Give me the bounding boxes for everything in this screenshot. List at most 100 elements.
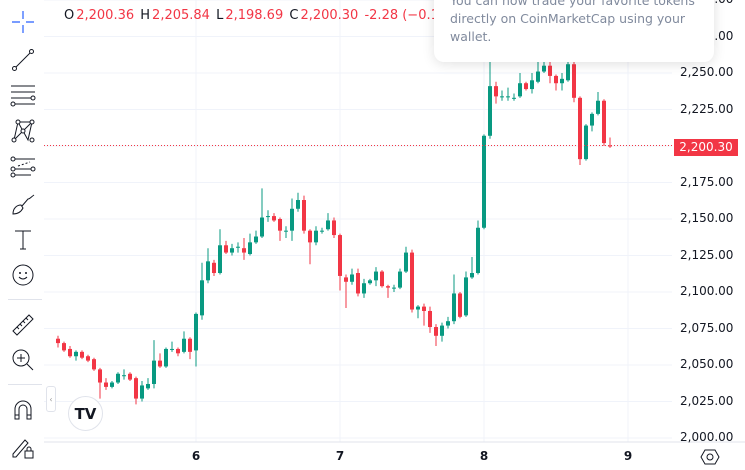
candle <box>404 246 408 274</box>
candle <box>98 367 102 399</box>
trend-line-icon[interactable] <box>10 47 36 73</box>
candle-body <box>500 96 504 98</box>
candle <box>536 61 540 84</box>
text-icon[interactable] <box>10 227 36 253</box>
candle-body <box>452 293 456 322</box>
tradingview-logo[interactable]: TV <box>68 396 103 431</box>
candle-body <box>152 360 156 384</box>
emoji-icon[interactable] <box>10 262 36 288</box>
candle <box>608 137 612 148</box>
candle <box>272 213 276 222</box>
candle-body <box>200 280 204 316</box>
candle-body <box>188 338 192 352</box>
candle <box>368 278 372 285</box>
candle <box>56 335 60 348</box>
candle-body <box>344 277 348 282</box>
candle <box>380 270 384 288</box>
toolbar-divider <box>8 299 42 300</box>
candle <box>332 217 336 238</box>
horizontal-lines-icon[interactable] <box>10 83 36 109</box>
candle-body <box>458 293 462 317</box>
price-tick-label: 2,250.00 <box>680 65 734 79</box>
candle-body <box>572 64 576 98</box>
candle-body <box>182 338 186 352</box>
candle <box>446 316 450 329</box>
candle-body <box>608 145 612 147</box>
candle-body <box>86 356 90 361</box>
candle <box>518 73 522 98</box>
candle-body <box>506 96 510 98</box>
magnet-icon[interactable] <box>10 397 36 423</box>
candle-body <box>320 230 324 232</box>
candle <box>152 340 156 389</box>
collapse-toolbar-button[interactable]: ‹ <box>46 386 56 412</box>
candle <box>494 81 498 104</box>
candle <box>410 249 414 313</box>
candle <box>80 350 84 360</box>
candle <box>302 195 306 234</box>
candle <box>530 73 534 94</box>
settings-icon[interactable] <box>700 447 720 467</box>
candle <box>266 210 270 222</box>
candle-body <box>248 242 252 255</box>
price-tick-label: 2,025.00 <box>680 393 734 408</box>
candle <box>182 331 186 354</box>
candle-body <box>326 220 330 230</box>
candle <box>116 372 120 384</box>
candle <box>542 61 546 73</box>
candle <box>200 262 204 320</box>
zoom-in-icon[interactable] <box>10 347 36 373</box>
price-tick-label: 2,125.00 <box>680 247 734 262</box>
candle <box>578 96 582 165</box>
grid <box>44 0 672 442</box>
candle <box>596 91 600 116</box>
candle-body <box>374 271 378 281</box>
candle <box>170 341 174 352</box>
notification-toast: You can now trade your favorite tokens d… <box>434 0 714 62</box>
open-label: O <box>64 8 75 23</box>
high-value: 2,205.84 <box>152 8 210 23</box>
candle-body <box>422 306 426 311</box>
candle-body <box>548 65 552 76</box>
candle-body <box>416 306 420 310</box>
candle <box>470 256 474 279</box>
candle <box>212 259 216 276</box>
candle <box>422 303 426 326</box>
price-tick-label: 2,075.00 <box>680 320 734 335</box>
candle-body <box>482 135 486 228</box>
candle <box>146 378 150 390</box>
candle <box>356 268 360 297</box>
fib-retracement-icon[interactable] <box>10 156 36 182</box>
time-tick-label: 9 <box>623 449 633 463</box>
candle <box>554 74 558 91</box>
toast-text: wallet. <box>450 29 492 44</box>
candle <box>188 337 192 360</box>
xabcd-pattern-icon[interactable] <box>10 118 36 144</box>
candle <box>284 226 288 238</box>
candle-body <box>542 65 546 72</box>
candle <box>110 381 114 389</box>
candle-body <box>170 348 174 350</box>
candle-body <box>278 219 282 231</box>
last-price-label: 2,200.30 <box>674 139 738 156</box>
candle-body <box>512 97 516 99</box>
candle-body <box>596 100 600 114</box>
lock-drawings-icon[interactable] <box>10 434 36 460</box>
candle <box>122 369 126 380</box>
candle-body <box>110 382 114 387</box>
crosshair-icon[interactable] <box>10 9 36 35</box>
price-tick-label: 2,000.00 <box>680 430 734 444</box>
ruler-icon[interactable] <box>10 312 36 338</box>
candle-body <box>350 274 354 282</box>
candle <box>314 226 318 246</box>
candle-body <box>584 125 588 160</box>
candle-body <box>146 383 150 389</box>
candle-body <box>410 252 414 310</box>
candle-body <box>554 75 558 84</box>
brush-icon[interactable] <box>10 192 36 218</box>
candle-body <box>590 113 594 126</box>
toast-text: You can now trade your favorite tokens <box>450 0 695 8</box>
candle-body <box>266 216 270 218</box>
candle-body <box>560 78 564 84</box>
